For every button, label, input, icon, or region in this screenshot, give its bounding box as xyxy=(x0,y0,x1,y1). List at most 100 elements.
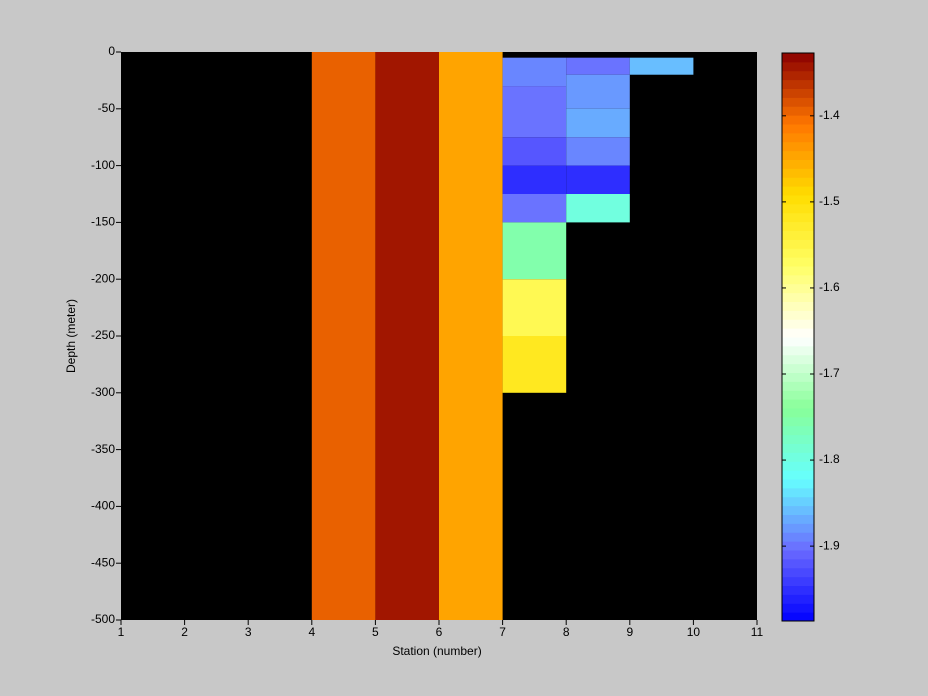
colorbar-swatch xyxy=(782,186,814,196)
colorbar-swatch xyxy=(782,603,814,613)
colorbar-swatch xyxy=(782,150,814,160)
colorbar-swatch xyxy=(782,132,814,143)
y-tick-label: -500 xyxy=(91,612,115,626)
colorbar-swatch xyxy=(782,159,814,169)
colorbar-swatch xyxy=(782,576,814,586)
colorbar-swatch xyxy=(782,124,814,134)
colorbar-swatch xyxy=(782,461,814,471)
colorbar-swatch xyxy=(782,79,814,89)
colorbar-swatch xyxy=(782,532,814,542)
colorbar-swatch xyxy=(782,505,814,515)
x-tick-label: 10 xyxy=(687,625,701,639)
colorbar-swatch xyxy=(782,594,814,604)
heatmap-cell xyxy=(502,279,567,336)
colorbar-swatch xyxy=(782,381,814,391)
heatmap-cell xyxy=(566,165,630,194)
colorbar-swatch xyxy=(782,514,814,524)
x-axis-label: Station (number) xyxy=(392,644,481,658)
colorbar-swatch xyxy=(782,61,814,72)
heatmap-cell xyxy=(502,222,567,280)
colorbar-swatch xyxy=(782,310,814,320)
x-tick-label: 6 xyxy=(436,625,443,639)
colorbar-swatch xyxy=(782,354,814,365)
colorbar-swatch xyxy=(782,345,814,356)
colorbar-swatch xyxy=(782,301,814,311)
colorbar-tick-label: -1.6 xyxy=(819,280,840,294)
heatmap-cell xyxy=(502,86,567,138)
heatmap-cell xyxy=(502,165,567,194)
colorbar-swatch xyxy=(782,319,814,329)
heatmap-cell xyxy=(502,57,567,87)
colorbar-swatch xyxy=(782,239,814,249)
colorbar-swatch xyxy=(782,399,814,409)
x-tick-label: 4 xyxy=(308,625,315,639)
colorbar-swatch xyxy=(782,70,814,81)
colorbar-swatch xyxy=(782,479,814,489)
y-axis-label: Depth (meter) xyxy=(64,299,78,373)
colorbar-swatch xyxy=(782,257,814,267)
colorbar-tick-label: -1.8 xyxy=(819,452,840,466)
y-tick-label: -450 xyxy=(91,555,115,569)
colorbar-swatch xyxy=(782,88,814,98)
heatmap-cell xyxy=(566,57,630,75)
colorbar-swatch xyxy=(782,567,814,578)
x-tick-label: 5 xyxy=(372,625,379,639)
colorbar-tick-label: -1.4 xyxy=(819,108,840,122)
colorbar-swatch xyxy=(782,443,814,453)
colorbar-swatch xyxy=(782,541,814,551)
colorbar-swatch xyxy=(782,558,814,569)
colorbar-swatch xyxy=(782,496,814,507)
y-tick-label: -350 xyxy=(91,442,115,456)
colorbar-tick-label: -1.7 xyxy=(819,366,840,380)
colorbar-swatch xyxy=(782,283,814,294)
colorbar-swatch xyxy=(782,168,814,178)
heatmap-cell xyxy=(502,336,567,393)
heatmap-cell xyxy=(502,137,567,166)
colorbar-swatch xyxy=(782,585,814,595)
x-tick-label: 11 xyxy=(751,625,764,639)
colorbar-swatch xyxy=(782,337,814,347)
y-tick-label: -50 xyxy=(98,101,116,115)
colorbar-swatch xyxy=(782,408,814,418)
colorbar-swatch xyxy=(782,612,814,622)
x-tick-label: 7 xyxy=(499,625,506,639)
y-tick-label: -100 xyxy=(91,158,115,172)
colorbar-tick-label: -1.5 xyxy=(819,194,840,208)
y-tick-label: 0 xyxy=(108,44,115,58)
y-tick-label: -150 xyxy=(91,215,115,229)
heatmap-cell xyxy=(566,194,630,223)
colorbar-swatch xyxy=(782,97,814,107)
heatmap-cell xyxy=(566,108,630,138)
colorbar-swatch xyxy=(782,230,814,240)
heatmap-cell xyxy=(566,74,630,109)
colorbar-swatch xyxy=(782,106,814,116)
colorbar-frame xyxy=(781,52,815,622)
colorbar-tick-label: -1.9 xyxy=(819,538,840,552)
heatmap-cell xyxy=(629,57,694,75)
heatmap-cell xyxy=(311,52,376,620)
x-tick-label: 9 xyxy=(626,625,633,639)
y-tick-label: -250 xyxy=(91,328,115,342)
colorbar-swatch xyxy=(782,523,814,533)
colorbar-swatch xyxy=(782,328,814,338)
colorbar-swatch xyxy=(782,141,814,152)
x-tick-label: 2 xyxy=(181,625,188,639)
x-tick-label: 8 xyxy=(563,625,570,639)
colorbar-swatch xyxy=(782,487,814,498)
colorbar-swatch xyxy=(782,274,814,285)
y-tick-label: -200 xyxy=(91,271,115,285)
colorbar-swatch xyxy=(782,292,814,302)
x-tick-label: 1 xyxy=(118,625,125,639)
colorbar-swatch xyxy=(782,115,814,125)
heatmap-cell xyxy=(375,52,439,620)
colorbar-swatch xyxy=(782,212,814,223)
colorbar-swatch xyxy=(782,177,814,187)
y-tick-label: -400 xyxy=(91,499,115,513)
y-tick-label: -300 xyxy=(91,385,115,399)
colorbar-swatch xyxy=(782,363,814,373)
colorbar-swatch xyxy=(782,470,814,480)
colorbar-swatch xyxy=(782,434,814,444)
colorbar-swatch xyxy=(782,452,814,462)
x-tick-label: 3 xyxy=(245,625,252,639)
